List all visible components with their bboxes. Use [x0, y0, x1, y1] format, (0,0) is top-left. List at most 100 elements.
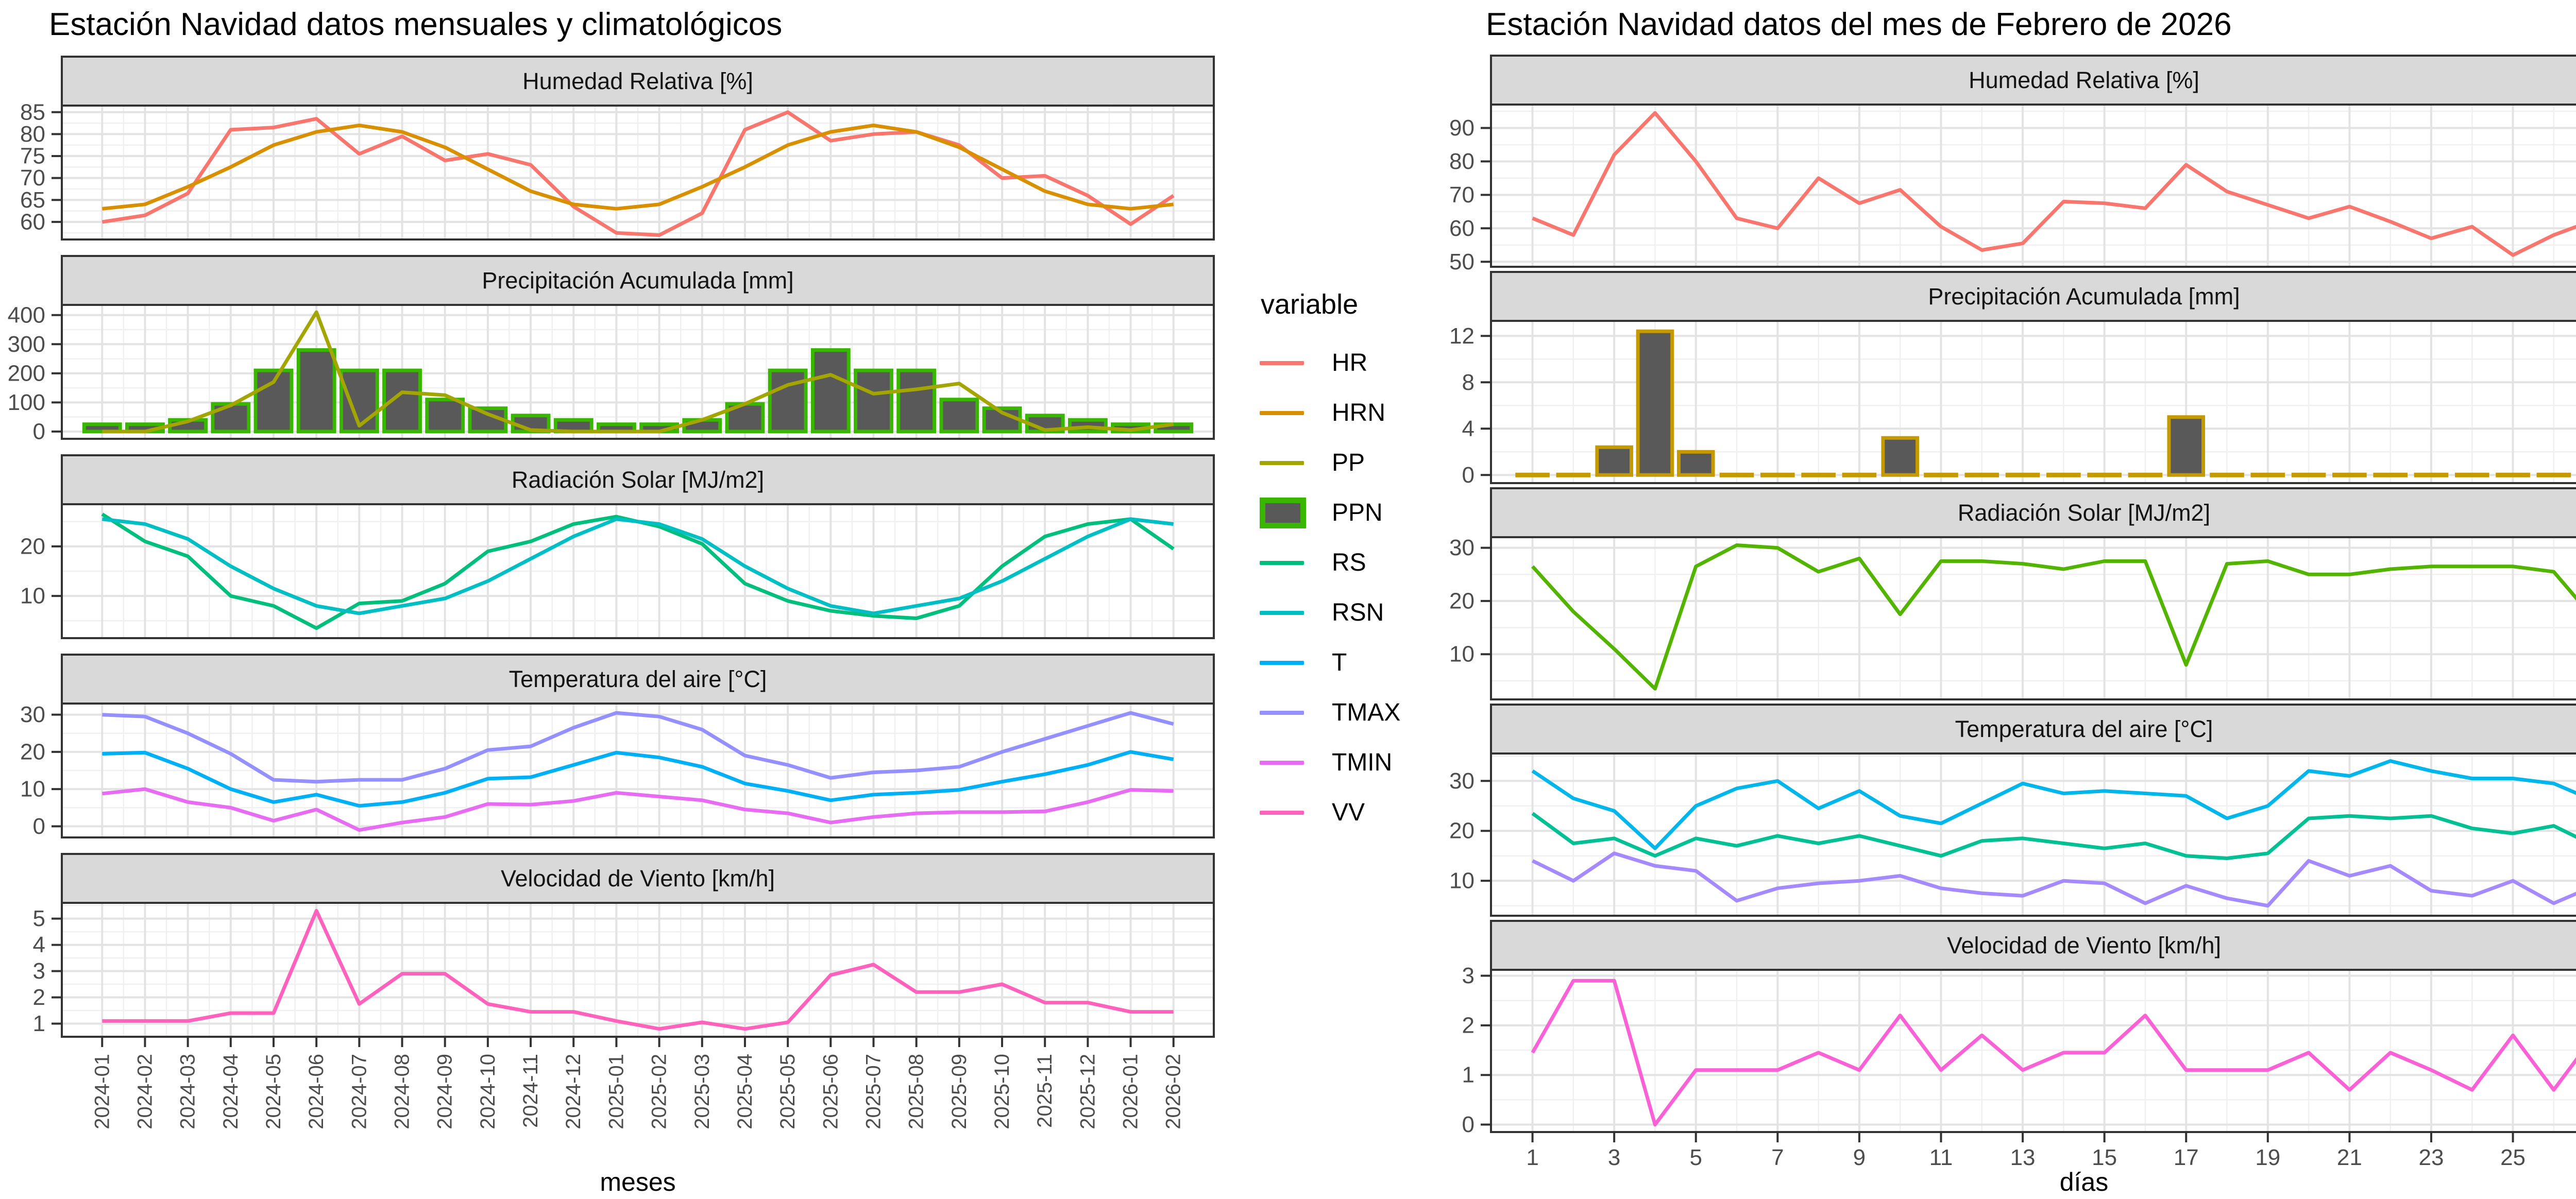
bar-PP [1676, 450, 1715, 477]
facet-panel: Velocidad de Viento [km/h] 0 1 2 3 [1462, 920, 2576, 1137]
y-tick-label: 1 [1462, 1063, 1475, 1088]
series-line-TMIN [101, 787, 1174, 832]
legend-entry-HRN: HRN [1260, 388, 1400, 438]
x-tick-label: 2025-01 [605, 1054, 628, 1129]
x-tick-label: 2025-04 [734, 1054, 756, 1129]
series-line-TMIN [1532, 851, 2576, 908]
facet-strip-title: Precipitación Acumulada [mm] [1928, 283, 2240, 310]
x-tick-label: 2024-07 [348, 1054, 370, 1129]
x-tick-label: 2026-01 [1120, 1054, 1142, 1129]
facet-strip [61, 654, 1215, 705]
panel-background [1491, 537, 2576, 699]
y-tick-label: 12 [1449, 323, 1475, 349]
bar-PP [2167, 415, 2206, 477]
x-tick-label: 5 [1689, 1145, 1702, 1170]
bar-PPN [296, 348, 336, 434]
legend-label: VV [1332, 799, 1365, 826]
y-tick-label: 0 [33, 814, 45, 839]
y-tick-label: 200 [8, 361, 45, 386]
legend-entry-TMIN: TMIN [1260, 738, 1400, 787]
facet-strip-title: Radiación Solar [MJ/m2] [512, 467, 764, 493]
x-tick-label: 2025-12 [1076, 1054, 1099, 1129]
y-tick-label: 8 [1462, 370, 1475, 395]
chart-title-daily: Estación Navidad datos del mes de Febrer… [1486, 7, 2232, 42]
facet-panel: Radiación Solar [MJ/m2] 10 20 30 [1449, 487, 2576, 700]
x-tick-label: 2024-11 [519, 1054, 542, 1128]
y-tick-label: 10 [20, 584, 45, 609]
x-tick-label: 17 [2174, 1145, 2199, 1170]
y-tick-label: 90 [1449, 115, 1475, 141]
y-tick-label: 300 [8, 332, 45, 357]
y-tick-label: 75 [20, 144, 45, 169]
y-tick-label: 3 [33, 958, 45, 984]
x-tick-label: 2025-10 [991, 1054, 1013, 1129]
legend-label: RS [1332, 549, 1366, 576]
y-tick-label: 10 [1449, 868, 1475, 894]
facet-strip [61, 56, 1215, 107]
facet-strip [61, 255, 1215, 306]
legend-entry-RS: RS [1260, 538, 1400, 588]
x-tick-label: 19 [2255, 1145, 2280, 1170]
series-line-PP [102, 310, 1174, 434]
bar-PP [1595, 445, 1633, 477]
bar-PPN [939, 398, 979, 434]
legend-label: RSN [1332, 599, 1384, 626]
facet-strip [61, 853, 1215, 904]
y-tick-label: 20 [20, 534, 45, 559]
series-line-T [1531, 812, 2576, 860]
series-line-RSN [101, 517, 1174, 615]
facet-strip-title: Velocidad de Viento [km/h] [1947, 932, 2221, 958]
bar-PPN [896, 368, 937, 434]
x-tick-label: 2025-07 [862, 1054, 885, 1129]
y-tick-label: 60 [1449, 216, 1475, 241]
legend-entry-PPN: PPN [1260, 488, 1400, 538]
facet-panel: Temperatura del aire [°C] 10 20 30 [1449, 704, 2576, 917]
legend-entry-PP: PP [1260, 438, 1400, 488]
series-line-HR [101, 110, 1175, 237]
x-tick-label: 2025-06 [819, 1054, 842, 1129]
series-line-TMAX [102, 711, 1174, 784]
legend-key-line-PP [1260, 460, 1304, 465]
panel-background [1491, 970, 2576, 1132]
legend-label: TMIN [1332, 749, 1393, 776]
y-tick-label: 30 [1449, 535, 1475, 560]
x-tick-label: 11 [1929, 1145, 1953, 1170]
y-tick-label: 70 [20, 165, 45, 191]
y-tick-label: 5 [33, 906, 45, 931]
facet-strip [61, 454, 1215, 505]
series-line-HR [1532, 111, 2576, 257]
facet-strip-title: Precipitación Acumulada [mm] [482, 267, 793, 294]
legend-key-line-T [1260, 660, 1304, 665]
series-line-TMAX [1531, 759, 2576, 850]
legend-monthly: variable HR HRN PP PPN RS RSN T TMAX TMIN VV [1260, 288, 1400, 837]
y-tick-label: 60 [20, 209, 45, 234]
facet-strip-title: Humedad Relativa [%] [1969, 67, 2199, 93]
x-tick-label: 2024-08 [391, 1054, 414, 1129]
bar-PP [1636, 329, 1674, 477]
facet-strip-title: Humedad Relativa [%] [522, 68, 753, 94]
facet-strip-title: Temperatura del aire [°C] [1955, 716, 2213, 742]
chart-daily: Humedad Relativa [%]5060708090Precipitac… [1449, 55, 2576, 1196]
x-axis-title: meses [600, 1168, 675, 1196]
bar-PPN [982, 406, 1022, 434]
y-tick-label: 1 [33, 1011, 45, 1036]
x-tick-label: 2025-02 [648, 1054, 671, 1129]
y-tick-label: 20 [20, 739, 45, 764]
bar-PPN [768, 368, 808, 434]
legend-key-bar-PPN [1260, 497, 1306, 528]
series-line-VV [102, 909, 1174, 1031]
x-tick-label: 2024-12 [562, 1054, 585, 1129]
legend-key-line-TMIN [1260, 760, 1304, 765]
y-tick-label: 10 [1449, 642, 1475, 667]
legend-key-line-RSN [1260, 610, 1304, 615]
y-tick-label: 3 [1462, 963, 1475, 988]
y-tick-label: 30 [1449, 768, 1475, 794]
facet-strip [1490, 920, 2576, 971]
chart-title-monthly: Estación Navidad datos mensuales y clima… [49, 7, 783, 42]
x-tick-label: 2024-05 [262, 1054, 285, 1129]
facet-panel: Radiación Solar [MJ/m2] 10 20 [20, 454, 1215, 639]
facet-panel: Precipitación Acumulada [mm] 0 100 200 300 40… [8, 255, 1215, 444]
legend-key-line-HR [1260, 361, 1304, 365]
x-tick-label: 2025-03 [691, 1054, 714, 1129]
